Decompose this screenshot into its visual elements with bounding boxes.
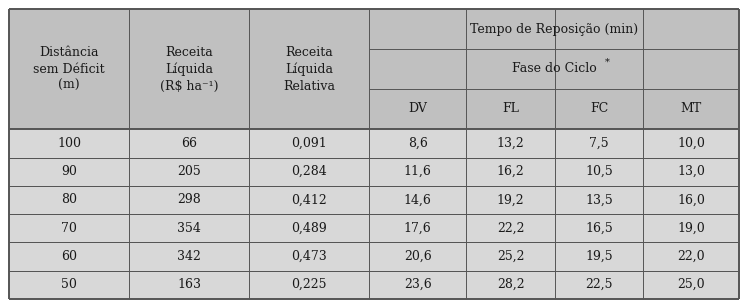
Text: 13,2: 13,2 <box>497 137 524 150</box>
Text: 13,5: 13,5 <box>585 193 613 206</box>
Text: 25,0: 25,0 <box>678 278 705 291</box>
Text: 0,225: 0,225 <box>292 278 327 291</box>
Text: MT: MT <box>681 103 702 116</box>
Text: 19,0: 19,0 <box>677 222 705 235</box>
Text: DV: DV <box>408 103 427 116</box>
Text: Fase do Ciclo: Fase do Ciclo <box>512 62 596 75</box>
Text: FC: FC <box>590 103 608 116</box>
Text: 70: 70 <box>61 222 77 235</box>
Text: 163: 163 <box>177 278 201 291</box>
Text: 66: 66 <box>181 137 197 150</box>
Text: 0,412: 0,412 <box>291 193 327 206</box>
Text: Receita
Líquida
Relativa: Receita Líquida Relativa <box>283 46 335 93</box>
Text: 19,2: 19,2 <box>497 193 524 206</box>
Text: 20,6: 20,6 <box>404 250 432 263</box>
Text: 28,2: 28,2 <box>497 278 524 291</box>
Bar <box>9 9 739 129</box>
Text: 342: 342 <box>177 250 201 263</box>
Text: 22,2: 22,2 <box>497 222 524 235</box>
Text: *: * <box>604 57 610 67</box>
Text: 205: 205 <box>177 165 201 178</box>
Text: 13,0: 13,0 <box>677 165 705 178</box>
Text: 11,6: 11,6 <box>404 165 432 178</box>
Text: 23,6: 23,6 <box>404 278 432 291</box>
Text: 354: 354 <box>177 222 201 235</box>
Text: 14,6: 14,6 <box>404 193 432 206</box>
Text: 298: 298 <box>177 193 201 206</box>
Text: 0,489: 0,489 <box>291 222 327 235</box>
Text: Tempo de Reposição (min): Tempo de Reposição (min) <box>470 22 638 35</box>
Bar <box>9 129 739 299</box>
Text: 8,6: 8,6 <box>408 137 428 150</box>
Text: 0,284: 0,284 <box>291 165 327 178</box>
Text: 90: 90 <box>61 165 77 178</box>
Text: 16,5: 16,5 <box>585 222 613 235</box>
Text: 50: 50 <box>61 278 77 291</box>
Text: 0,473: 0,473 <box>291 250 327 263</box>
Text: 10,5: 10,5 <box>585 165 613 178</box>
Text: 16,0: 16,0 <box>677 193 705 206</box>
Text: 19,5: 19,5 <box>585 250 613 263</box>
Text: FL: FL <box>502 103 519 116</box>
Text: 17,6: 17,6 <box>404 222 432 235</box>
Text: 10,0: 10,0 <box>677 137 705 150</box>
Text: 0,091: 0,091 <box>291 137 327 150</box>
Text: 22,0: 22,0 <box>678 250 705 263</box>
Text: 60: 60 <box>61 250 77 263</box>
Text: 100: 100 <box>57 137 81 150</box>
Text: 22,5: 22,5 <box>586 278 613 291</box>
Text: Receita
Líquida
(R$ ha⁻¹): Receita Líquida (R$ ha⁻¹) <box>160 46 218 93</box>
Text: 80: 80 <box>61 193 77 206</box>
Text: 16,2: 16,2 <box>497 165 524 178</box>
Text: 25,2: 25,2 <box>497 250 524 263</box>
Text: 7,5: 7,5 <box>589 137 609 150</box>
Text: Distância
sem Déficit
(m): Distância sem Déficit (m) <box>33 46 105 92</box>
